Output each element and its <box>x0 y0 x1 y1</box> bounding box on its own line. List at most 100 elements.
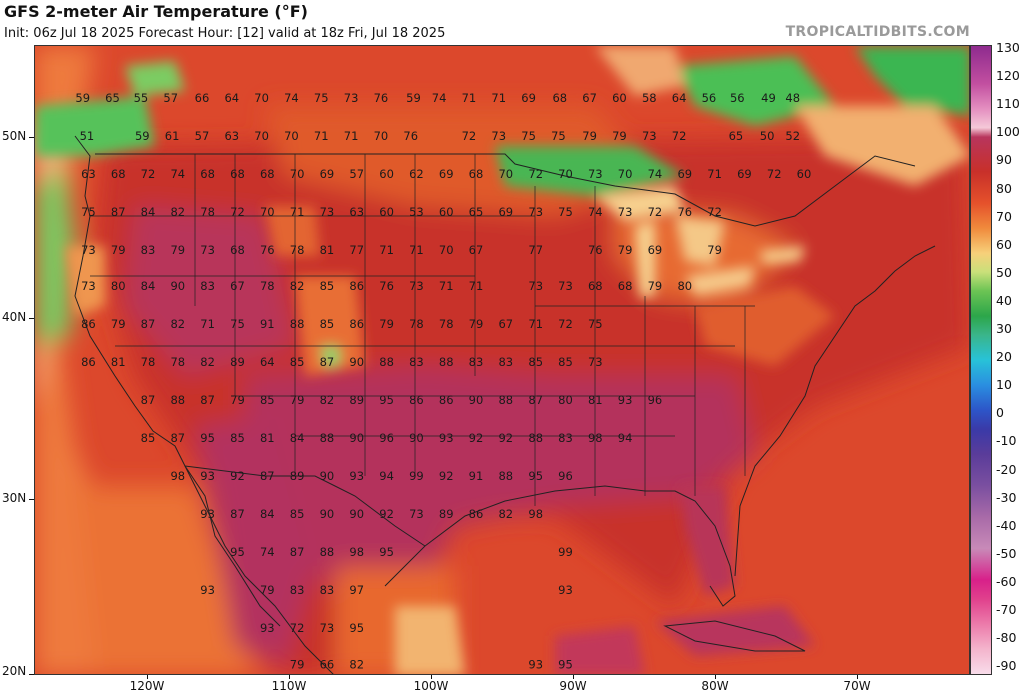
temperature-value: 59 <box>135 129 150 143</box>
canada-green-patch <box>495 146 685 196</box>
southwest-hottest-band <box>195 416 315 666</box>
temperature-value: 83 <box>409 355 424 369</box>
temperature-value: 73 <box>491 129 506 143</box>
temperature-value: 98 <box>528 507 543 521</box>
temperature-value: 71 <box>344 129 359 143</box>
temperature-value: 85 <box>141 431 156 445</box>
temperature-value: 87 <box>200 393 215 407</box>
temperature-value: 70 <box>374 129 389 143</box>
temperature-value: 76 <box>374 91 389 105</box>
temperature-value: 92 <box>230 469 245 483</box>
temperature-value: 57 <box>163 91 178 105</box>
temperature-value: 87 <box>260 469 275 483</box>
temperature-value: 63 <box>81 167 96 181</box>
temperature-value: 73 <box>344 91 359 105</box>
temperature-value: 96 <box>558 469 573 483</box>
canada-green-patch <box>125 61 185 96</box>
temperature-value: 82 <box>320 393 335 407</box>
temperature-value: 73 <box>81 243 96 257</box>
temperature-value: 83 <box>141 243 156 257</box>
temperature-value: 72 <box>230 205 245 219</box>
colorbar-label: 40 <box>996 292 1012 308</box>
temperature-value: 89 <box>439 507 454 521</box>
temperature-value: 69 <box>677 167 692 181</box>
temperature-value: 94 <box>379 469 394 483</box>
temperature-value: 56 <box>702 91 717 105</box>
temperature-value: 71 <box>200 317 215 331</box>
temperature-value: 89 <box>349 393 364 407</box>
temperature-value: 87 <box>528 393 543 407</box>
lake-ontario <box>760 246 805 264</box>
colorbar-label: 120 <box>996 68 1020 84</box>
temperature-value: 84 <box>141 205 156 219</box>
temperature-value: 86 <box>439 393 454 407</box>
temperature-value: 97 <box>349 583 364 597</box>
temperature-value: 60 <box>379 167 394 181</box>
colorbar-label: 50 <box>996 264 1012 280</box>
colorbar-label: -80 <box>996 630 1017 646</box>
temperature-value: 71 <box>409 243 424 257</box>
temperature-value: 80 <box>677 279 692 293</box>
temperature-value: 79 <box>379 317 394 331</box>
temperature-value: 81 <box>111 355 126 369</box>
temperature-value: 90 <box>349 355 364 369</box>
temperature-value: 78 <box>141 355 156 369</box>
temperature-value: 90 <box>469 393 484 407</box>
temperature-value: 82 <box>200 355 215 369</box>
temperature-value: 85 <box>320 279 335 293</box>
temperature-value: 71 <box>462 91 477 105</box>
temperature-value: 77 <box>349 243 364 257</box>
temperature-value: 96 <box>379 431 394 445</box>
temperature-value: 67 <box>230 279 245 293</box>
temperature-map: 59 65 55 57 66 64 70 74 75 73 76 59 74 71 71 69 68 67 60 58… <box>34 45 970 675</box>
temperature-value: 90 <box>170 279 185 293</box>
longitude-tick <box>431 675 432 679</box>
temperature-value: 88 <box>379 355 394 369</box>
temperature-value: 78 <box>200 205 215 219</box>
temperature-map-svg: 59 65 55 57 66 64 70 74 75 73 76 59 74 71 71 69 68 67 60 58… <box>35 46 969 674</box>
temperature-value: 91 <box>260 317 275 331</box>
canada-green-patch <box>675 56 835 126</box>
temperature-value: 82 <box>349 657 364 671</box>
longitude-label: 80W <box>701 679 729 693</box>
latitude-tick <box>29 318 34 319</box>
temperature-labels: 59 65 55 57 66 64 70 74 75 73 76 59 74 71 71 69 68 67 60 58… <box>75 91 811 671</box>
great-basin-hot-zone <box>125 206 295 376</box>
temperature-value: 58 <box>642 91 657 105</box>
temperature-value: 73 <box>618 205 633 219</box>
temperature-value: 72 <box>141 167 156 181</box>
temperature-value: 60 <box>379 205 394 219</box>
temperature-value: 73 <box>200 243 215 257</box>
temperature-value: 69 <box>521 91 536 105</box>
hottest-band <box>245 366 755 606</box>
pacific-green-zone <box>35 166 75 346</box>
temperature-value: 70 <box>439 243 454 257</box>
colorbar-label: -60 <box>996 573 1017 589</box>
temperature-value: 71 <box>290 205 305 219</box>
temperature-value: 76 <box>260 243 275 257</box>
temperature-value: 85 <box>230 431 245 445</box>
colorbar-label: 110 <box>996 96 1020 112</box>
temperature-value: 72 <box>528 167 543 181</box>
temperature-value: 64 <box>672 91 687 105</box>
temperature-value: 68 <box>260 167 275 181</box>
temperature-value: 59 <box>75 91 90 105</box>
temperature-value: 69 <box>320 167 335 181</box>
temperature-value: 75 <box>551 129 566 143</box>
temperature-value: 76 <box>403 129 418 143</box>
southwest-ocean-orange <box>75 486 255 674</box>
temperature-value: 73 <box>528 205 543 219</box>
longitude-tick <box>857 675 858 679</box>
temperature-value: 70 <box>254 129 269 143</box>
temperature-value: 90 <box>349 431 364 445</box>
temperature-value: 89 <box>290 469 305 483</box>
temperature-value: 93 <box>528 657 543 671</box>
temperature-value: 95 <box>379 393 394 407</box>
temperature-value: 80 <box>111 279 126 293</box>
atlantic-coastline <box>734 245 936 577</box>
colorbar-label: 100 <box>996 124 1020 140</box>
temperature-value: 98 <box>349 545 364 559</box>
temperature-value: 85 <box>528 355 543 369</box>
temperature-value: 85 <box>290 507 305 521</box>
temperature-value: 49 <box>761 91 776 105</box>
